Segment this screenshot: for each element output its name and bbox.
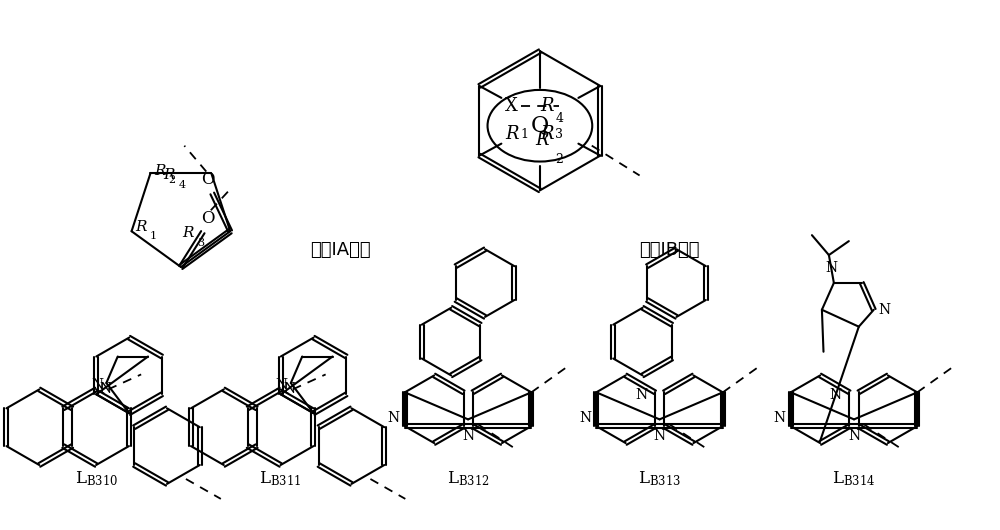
Text: R: R [535,130,549,148]
Text: N: N [635,388,647,402]
Text: 4: 4 [555,112,563,125]
Text: N: N [388,411,400,425]
Text: N: N [848,429,860,443]
Text: N: N [276,378,288,392]
Text: R: R [164,169,175,182]
Text: $\mathregular{L_{B310}}$: $\mathregular{L_{B310}}$ [75,470,118,488]
Text: N: N [462,429,474,443]
Text: 4: 4 [178,180,186,190]
Text: 式（IA），: 式（IA）， [311,241,371,259]
Text: N: N [284,382,296,396]
Text: N: N [879,303,891,317]
Text: O: O [201,210,215,227]
Text: R: R [541,97,554,115]
Text: N: N [826,261,838,275]
Text: N: N [579,411,591,425]
Text: R: R [505,125,519,143]
Text: N: N [774,411,786,425]
Text: 2: 2 [168,175,175,186]
Text: N: N [99,382,111,396]
Text: N: N [653,429,666,443]
Text: N: N [829,388,841,402]
Text: 1: 1 [150,231,157,241]
Text: N: N [91,378,103,392]
Text: 式（IB），: 式（IB）， [640,241,700,259]
Text: $\mathregular{L_{B314}}$: $\mathregular{L_{B314}}$ [832,470,876,488]
Text: 1: 1 [520,128,528,141]
Text: 3: 3 [555,128,563,141]
Text: R: R [182,226,194,240]
Text: $\mathregular{L_{B312}}$: $\mathregular{L_{B312}}$ [447,470,489,488]
Text: $\mathregular{L_{B313}}$: $\mathregular{L_{B313}}$ [638,470,681,488]
Text: R: R [136,220,147,234]
Text: R: R [541,125,554,143]
Text: 3: 3 [197,238,204,248]
Text: O: O [202,171,215,188]
Text: R: R [154,164,166,179]
Text: 2: 2 [555,153,563,165]
Text: $\mathregular{L_{B311}}$: $\mathregular{L_{B311}}$ [259,470,302,488]
Text: Q: Q [531,114,549,137]
Text: X: X [505,97,518,115]
